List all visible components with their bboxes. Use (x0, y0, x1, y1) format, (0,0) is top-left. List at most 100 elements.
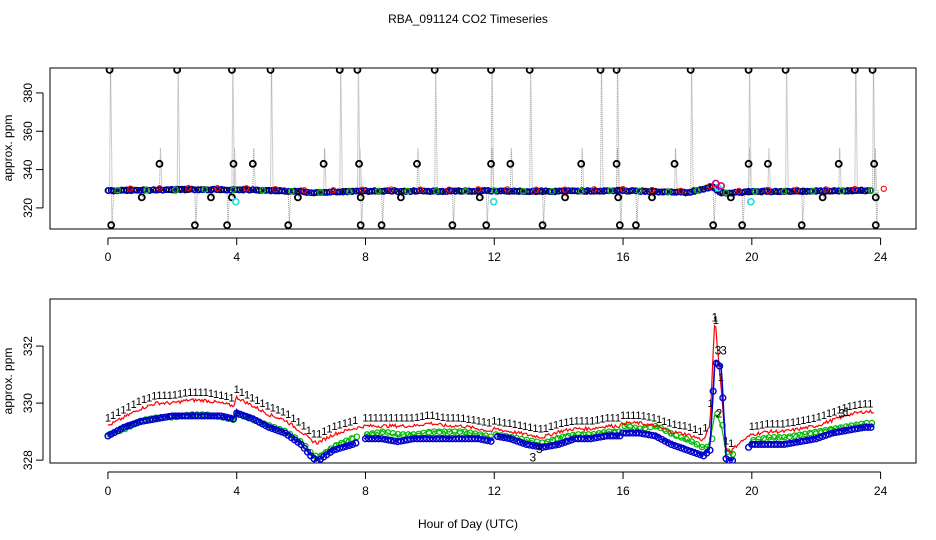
series-marker-1: 1 (543, 423, 549, 435)
raw-point-blue (510, 187, 518, 195)
raw-cyan-point (231, 197, 240, 206)
raw-point-green (288, 187, 295, 195)
raw-outlier-point (475, 193, 484, 202)
raw-point-blue (857, 187, 865, 195)
series-marker-1: 1 (805, 414, 811, 426)
raw-point-blue (596, 187, 604, 195)
raw-point-blue (366, 187, 374, 195)
series-marker-1: 1 (460, 413, 466, 425)
raw-point-blue (159, 186, 167, 194)
raw-point-red (301, 187, 308, 194)
series-marker-3 (506, 435, 514, 443)
series-marker-1: 1 (512, 419, 518, 431)
series-marker-3 (126, 421, 135, 429)
series-marker-1: 1 (110, 410, 116, 422)
series-marker-1: 1 (306, 425, 312, 437)
raw-outlier-point (615, 221, 624, 229)
series-marker-3 (345, 441, 353, 450)
raw-point-red (185, 184, 192, 192)
raw-outlier-point (834, 159, 843, 168)
plot-marks-raw (104, 68, 887, 229)
series-marker-3 (809, 435, 817, 443)
series-marker-1: 1 (677, 420, 683, 432)
raw-excursion-line (435, 68, 438, 192)
raw-point-blue (353, 187, 360, 195)
series-marker-3 (728, 456, 737, 463)
x-tick-label: 12 (488, 484, 502, 498)
series-marker-3 (516, 438, 524, 446)
y-tick-label: 380 (21, 83, 35, 103)
series-marker-2 (389, 430, 397, 437)
series-marker-1: 1 (651, 412, 657, 424)
series-marker-3 (136, 418, 144, 426)
series-marker-3 (819, 432, 827, 441)
series-marker-1: 1 (862, 398, 868, 410)
raw-excursion-line (802, 191, 805, 226)
series-marker-3 (564, 437, 572, 445)
series-marker-1: 1 (821, 410, 827, 422)
series-marker-1: 1 (141, 394, 147, 406)
raw-point-blue (280, 187, 288, 195)
series-marker-1: 1 (702, 423, 708, 435)
raw-excursion-line (288, 191, 292, 226)
raw-excursion-line (617, 68, 620, 191)
series-marker-1: 1 (780, 418, 786, 430)
raw-outlier-point (614, 193, 623, 202)
raw-outlier-point (612, 159, 621, 168)
plot-frame-raw (49, 67, 917, 230)
series-marker-3 (487, 437, 495, 445)
series-marker-1: 1 (538, 424, 544, 436)
series-marker-3 (635, 429, 643, 437)
series-marker-1: 1 (754, 420, 760, 432)
series-marker-1: 1 (800, 415, 806, 427)
series-marker-1: 1 (383, 413, 389, 425)
raw-point-blue (564, 187, 572, 195)
raw-excursion-line (324, 148, 327, 193)
series-marker-1: 1 (265, 401, 271, 413)
y-tick-label: 340 (21, 159, 35, 179)
raw-excursion-line (233, 148, 237, 190)
series-marker-3 (265, 423, 273, 431)
series-marker-1: 1 (568, 416, 574, 428)
raw-point-green (433, 187, 440, 195)
series-marker-3 (339, 443, 347, 451)
series-marker-1: 1 (728, 438, 734, 450)
series-marker-3 (799, 437, 807, 445)
raw-point-blue (555, 187, 563, 195)
raw-excursion-line (786, 68, 789, 192)
raw-point-blue (190, 186, 198, 194)
raw-point-blue (812, 187, 820, 195)
series-marker-3 (123, 422, 131, 430)
series-marker-1: 1 (594, 414, 600, 426)
raw-outlier-point (229, 159, 238, 168)
raw-point-blue (488, 187, 496, 195)
series-marker-3 (561, 438, 569, 446)
series-marker-3 (613, 432, 621, 440)
series-marker-1: 1 (671, 419, 677, 431)
series-marker-1: 1 (239, 387, 245, 399)
raw-excursion-line (110, 190, 113, 226)
raw-excursion-line (855, 68, 858, 191)
plot-marks-averaged: 1 1 1 1 1 1 1 1 1 1 1 1 1 1 1 1 1 1 1 1 1 1 1 1 11 1 1 1 1 1 1 1 1 1 1 1 1 1 1… (104, 311, 876, 463)
series-marker-3 (213, 412, 222, 420)
series-marker-1: 1 (290, 413, 296, 425)
raw-point-blue (285, 187, 293, 195)
raw-point-blue (393, 187, 401, 195)
series-marker-3 (513, 437, 521, 445)
series-marker-1: 1 (553, 419, 559, 431)
series-marker-3 (822, 431, 830, 439)
raw-outlier-point (870, 159, 879, 168)
x-tick-label: 12 (488, 250, 502, 264)
raw-outlier-point (726, 193, 735, 202)
x-axis-averaged: 0 4 8 12 16 20 24 (105, 471, 888, 498)
series-marker-3 (139, 417, 147, 425)
raw-point-red (388, 186, 395, 193)
raw-point-blue (794, 187, 802, 195)
raw-point-blue (465, 187, 473, 195)
raw-cyan-point (489, 197, 498, 206)
raw-point-blue (560, 187, 568, 195)
raw-excursion-line (581, 148, 585, 191)
series-marker-3 (397, 437, 405, 445)
raw-point-green (635, 187, 643, 195)
